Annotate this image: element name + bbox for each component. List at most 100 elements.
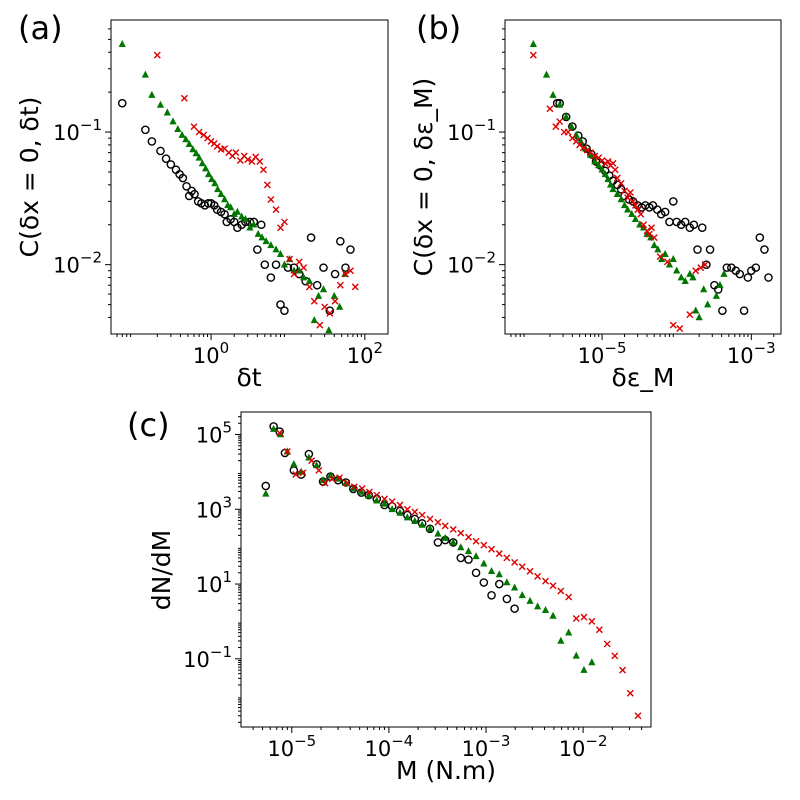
- data-point-cross: [542, 577, 550, 585]
- data-point-triangle: [250, 220, 258, 228]
- data-point-circle: [156, 146, 165, 156]
- data-point-circle: [147, 137, 157, 146]
- data-point-cross: [686, 311, 694, 319]
- data-point-circle: [161, 154, 171, 163]
- data-point-circle: [743, 273, 753, 282]
- data-point-triangle: [178, 130, 186, 138]
- data-point-circle: [680, 217, 690, 227]
- data-point-triangle: [312, 461, 321, 469]
- data-point-circle: [479, 578, 489, 587]
- data-point-circle: [568, 122, 577, 131]
- data-point-cross: [283, 448, 291, 456]
- data-point-cross: [328, 475, 336, 483]
- data-point-triangle: [169, 117, 177, 125]
- data-point-circle: [166, 160, 176, 169]
- y-tick-label: 103: [196, 493, 232, 522]
- data-point-circle: [510, 604, 519, 613]
- data-point-cross: [259, 166, 267, 174]
- data-point-cross: [613, 174, 621, 182]
- data-point-circle: [261, 481, 271, 491]
- data-point-triangle: [595, 161, 603, 169]
- x-tick-label-exp: −5: [604, 339, 626, 357]
- data-point-cross: [634, 712, 642, 720]
- data-point-cross: [464, 533, 472, 541]
- data-point-circle: [697, 223, 707, 233]
- data-point-circle: [471, 568, 481, 578]
- data-point-circle: [665, 217, 674, 227]
- x-tick-label-exp: 2: [373, 339, 383, 357]
- panel-b-ylabel: C(δx = 0, δε_M): [409, 78, 438, 277]
- data-point-triangle: [606, 180, 615, 188]
- x-tick-label: 102: [347, 339, 383, 368]
- data-point-triangle: [716, 281, 724, 289]
- data-point-circle: [266, 273, 276, 282]
- data-point-triangle: [227, 203, 235, 211]
- data-point-circle: [764, 273, 773, 282]
- x-tick-label: 10−5: [578, 339, 627, 368]
- data-point-cross: [180, 94, 188, 102]
- data-point-cross: [207, 137, 215, 145]
- y-tick-label-base: 10: [196, 573, 223, 597]
- data-point-triangle: [562, 112, 570, 120]
- data-point-triangle: [586, 150, 595, 158]
- data-point-cross: [650, 234, 658, 242]
- data-point-triangle: [565, 628, 573, 636]
- data-point-triangle: [319, 475, 327, 483]
- data-point-cross: [488, 545, 496, 553]
- data-point-triangle: [704, 300, 712, 308]
- data-point-cross: [645, 230, 653, 238]
- data-point-cross: [292, 471, 300, 479]
- data-point-triangle: [163, 108, 171, 116]
- data-point-cross: [549, 582, 557, 590]
- data-point-triangle: [230, 210, 238, 218]
- data-point-triangle: [276, 249, 285, 257]
- data-point-triangle: [319, 285, 328, 293]
- data-point-triangle: [669, 254, 677, 262]
- data-point-triangle: [534, 602, 542, 610]
- data-point-triangle: [241, 215, 250, 223]
- data-point-triangle: [609, 185, 617, 193]
- data-point-cross: [611, 652, 619, 660]
- y-tick-label-base: 10: [447, 254, 474, 278]
- panel-c-ylabel: dN/dM: [147, 530, 176, 610]
- data-point-circle: [271, 260, 281, 269]
- data-point-circle: [722, 263, 732, 272]
- y-tick-label-base: 10: [53, 254, 80, 278]
- data-point-triangle: [580, 665, 588, 673]
- data-point-circle: [494, 579, 504, 589]
- data-point-triangle: [205, 170, 213, 178]
- data-point-triangle: [148, 90, 156, 98]
- data-point-cross: [640, 221, 648, 229]
- data-point-cross: [403, 505, 411, 513]
- x-tick-label-base: 10: [364, 737, 391, 761]
- data-point-triangle: [202, 164, 210, 172]
- data-point-circle: [502, 594, 512, 604]
- data-point-circle: [693, 245, 702, 254]
- data-point-triangle: [549, 90, 557, 98]
- data-point-cross: [572, 614, 580, 622]
- data-point-triangle: [280, 260, 289, 268]
- data-point-cross: [603, 640, 611, 648]
- data-point-circle: [319, 263, 328, 272]
- x-tick-label: 10−3: [727, 339, 776, 368]
- data-point-cross: [290, 270, 298, 278]
- data-point-triangle: [556, 100, 564, 108]
- data-point-triangle: [434, 529, 442, 537]
- panel-a-ylabel: C(δx = 0, δt): [15, 97, 44, 258]
- data-point-triangle: [449, 538, 457, 546]
- data-point-cross: [648, 224, 656, 232]
- data-point-triangle: [254, 229, 262, 237]
- data-point-cross: [663, 258, 671, 266]
- data-point-triangle: [472, 552, 480, 560]
- data-point-triangle: [588, 658, 596, 666]
- data-point-circle: [668, 197, 678, 206]
- y-tick-label-base: 10: [183, 648, 210, 672]
- panel-c-label: (c): [127, 406, 170, 444]
- data-point-triangle: [613, 189, 621, 197]
- data-point-triangle: [720, 269, 728, 277]
- y-tick-label: 10−1: [447, 116, 496, 145]
- data-point-cross: [580, 613, 588, 621]
- data-point-circle: [182, 181, 191, 191]
